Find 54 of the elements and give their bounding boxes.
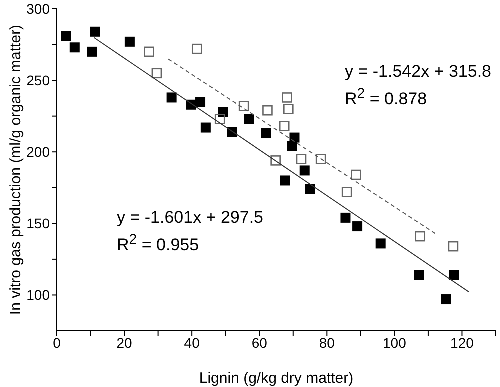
point [342, 187, 352, 198]
point [352, 222, 363, 232]
point [70, 42, 80, 53]
point [261, 128, 272, 139]
point [238, 101, 250, 112]
point [279, 121, 290, 132]
y-axis-title: In vitro gas production (ml/g organic matter) [8, 24, 24, 316]
point [196, 97, 206, 108]
point [270, 156, 281, 166]
point [244, 114, 254, 124]
point [124, 36, 135, 47]
point [214, 114, 226, 124]
x-axis-title: Lignin (g/kg dry matter) [199, 370, 354, 387]
x-tick-label: 100 [383, 334, 407, 351]
point [200, 122, 211, 133]
point [448, 241, 459, 252]
point [316, 154, 326, 164]
annotation: R$^{2}$ = 0.955 [117, 232, 200, 256]
point [351, 170, 362, 180]
point [166, 92, 177, 103]
annotation: y = -1.601x + 297.5 [117, 208, 264, 228]
x-tick-label: 60 [252, 334, 268, 351]
point [284, 104, 294, 114]
point [414, 270, 424, 280]
point [262, 105, 273, 116]
point [449, 270, 460, 280]
x-tick-label: 0 [53, 334, 62, 351]
point [192, 44, 202, 54]
point [441, 294, 452, 305]
point [376, 238, 386, 249]
annotation: y = -1.542x + 315.8 [345, 62, 492, 82]
x-tick-label: 80 [319, 334, 336, 351]
y-tick-label: 200 [26, 144, 50, 160]
y-tick-label: 300 [26, 0, 50, 17]
point [87, 46, 98, 57]
y-tick-label: 150 [26, 216, 50, 232]
point [296, 154, 307, 164]
point [287, 141, 298, 152]
point [415, 231, 426, 242]
x-tick-label: 40 [184, 334, 200, 351]
point [152, 68, 162, 79]
point [144, 46, 154, 58]
point [300, 166, 310, 176]
point [282, 92, 292, 103]
point [340, 212, 351, 223]
y-tick-label: 100 [26, 287, 50, 304]
y-tick-label: 250 [26, 72, 50, 89]
point [280, 176, 290, 186]
x-tick-label: 120 [450, 334, 474, 351]
x-tick-label: 20 [116, 334, 133, 351]
point [61, 31, 72, 42]
point [90, 26, 100, 37]
annotation: R$^{2}$ = 0.878 [345, 86, 428, 110]
point [305, 184, 316, 194]
